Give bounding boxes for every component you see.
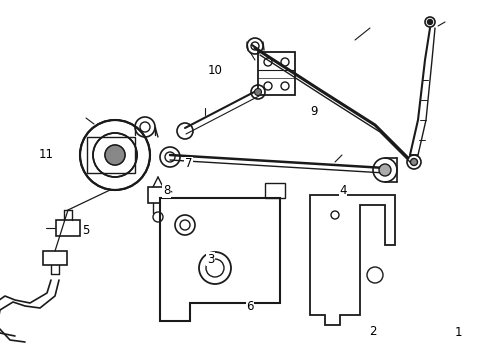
Text: 5: 5 [82, 224, 90, 237]
Text: 4: 4 [339, 184, 347, 197]
Text: 8: 8 [163, 184, 171, 197]
Circle shape [427, 19, 433, 24]
Text: 3: 3 [207, 253, 215, 266]
Text: 6: 6 [246, 300, 254, 312]
Circle shape [105, 145, 125, 165]
Text: 2: 2 [368, 325, 376, 338]
Text: 7: 7 [185, 157, 193, 170]
Circle shape [254, 89, 262, 95]
Circle shape [105, 145, 125, 165]
Polygon shape [310, 195, 395, 325]
Circle shape [379, 164, 391, 176]
Text: 10: 10 [208, 64, 223, 77]
Polygon shape [160, 198, 280, 321]
Text: 9: 9 [310, 105, 318, 118]
Circle shape [411, 158, 417, 166]
Text: 4: 4 [339, 184, 347, 197]
Text: 10: 10 [208, 64, 223, 77]
Text: 6: 6 [246, 300, 254, 312]
Text: 8: 8 [163, 184, 171, 197]
Text: 1: 1 [454, 327, 462, 339]
Text: 2: 2 [368, 325, 376, 338]
Polygon shape [87, 137, 135, 173]
Text: 3: 3 [207, 253, 215, 266]
Text: 1: 1 [454, 327, 462, 339]
Text: 11: 11 [39, 148, 54, 161]
Text: 5: 5 [82, 224, 90, 237]
Text: 11: 11 [39, 148, 54, 161]
Text: 7: 7 [185, 157, 193, 170]
Text: 9: 9 [310, 105, 318, 118]
